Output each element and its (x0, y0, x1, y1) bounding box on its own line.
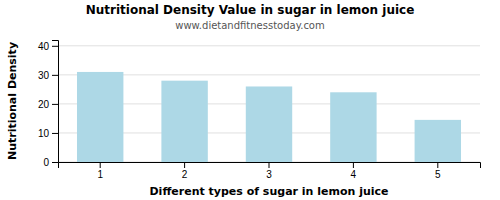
tick: 5 (435, 162, 441, 180)
axis-domain (52, 41, 59, 163)
tick-mark (52, 162, 58, 163)
tick-label: 40 (38, 41, 50, 52)
tick: 20 (38, 99, 58, 110)
tick-mark (52, 133, 58, 134)
tick: 2 (182, 162, 188, 180)
tick-label: 4 (351, 169, 357, 180)
bar (330, 92, 376, 162)
tick-mark (52, 75, 58, 76)
tick: 1 (97, 162, 103, 180)
grid (58, 46, 480, 162)
bar (415, 120, 461, 162)
subtitle: www.dietandfitnesstoday.com (175, 20, 324, 31)
y-axis: 0 10 20 30 40 (38, 41, 59, 168)
tick-label: 2 (182, 169, 188, 180)
chart: Nutritional Density Value in sugar in le… (0, 0, 500, 200)
tick: 30 (38, 70, 58, 81)
tick-label: 30 (38, 70, 50, 81)
x-axis: 1 2 3 4 5 (59, 162, 481, 180)
tick-label: 20 (38, 99, 50, 110)
x-axis-label: Different types of sugar in lemon juice (149, 185, 388, 198)
tick-mark (269, 162, 270, 168)
tick: 3 (266, 162, 272, 180)
bar (246, 86, 292, 162)
tick-mark (184, 162, 185, 168)
tick-mark (353, 162, 354, 168)
tick-label: 5 (435, 169, 441, 180)
grid-line (58, 45, 480, 46)
tick: 40 (38, 41, 58, 52)
tick-label: 1 (97, 169, 103, 180)
tick: 4 (351, 162, 357, 180)
tick-label: 10 (38, 128, 50, 139)
bar (77, 72, 123, 162)
tick-mark (52, 104, 58, 105)
tick-mark (437, 162, 438, 168)
bar (161, 81, 207, 162)
bars (77, 72, 461, 162)
tick: 0 (43, 157, 58, 168)
tick-mark (52, 46, 58, 47)
tick: 10 (38, 128, 58, 139)
axis-domain (59, 163, 481, 169)
tick-mark (100, 162, 101, 168)
tick-label: 0 (43, 157, 49, 168)
tick-label: 3 (266, 169, 272, 180)
y-axis-label: Nutritional Density (6, 42, 19, 160)
plot: 1 2 3 4 5 0 10 20 30 40 (38, 41, 481, 181)
title: Nutritional Density Value in sugar in le… (86, 3, 415, 17)
